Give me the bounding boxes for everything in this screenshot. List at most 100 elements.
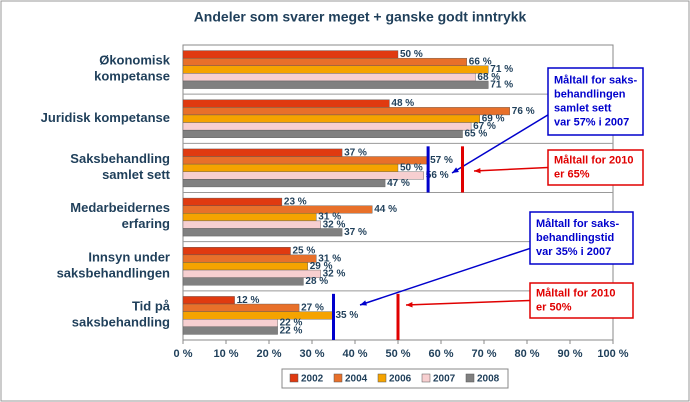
x-tick-label: 100 % — [597, 348, 628, 360]
value-label: 67 % — [473, 121, 496, 132]
bar — [182, 228, 343, 237]
legend-swatch — [333, 373, 343, 383]
annotation-text: Måltall for 2010 er 65% — [554, 154, 633, 180]
value-label: 76 % — [512, 106, 535, 117]
value-label: 25 % — [293, 246, 316, 257]
bar — [182, 65, 489, 74]
value-label: 35 % — [336, 310, 359, 321]
bar — [182, 262, 308, 271]
value-label: 48 % — [391, 98, 414, 109]
annotation-box — [547, 149, 644, 186]
category-label: Tid på saksbehandling — [72, 299, 171, 330]
bar — [182, 50, 399, 59]
value-label: 57 % — [430, 155, 453, 166]
bar — [182, 73, 476, 82]
bar — [182, 197, 283, 206]
value-label: 68 % — [477, 72, 500, 83]
annotation-arrow — [451, 114, 549, 174]
bar — [182, 129, 463, 138]
value-label: 50 % — [400, 49, 423, 60]
annotation-arrow — [473, 166, 549, 172]
bar — [182, 156, 429, 165]
category-label: Medarbeidernes erfaring — [70, 201, 170, 232]
x-tick-label: 40 % — [342, 348, 367, 360]
value-label: 22 % — [280, 325, 303, 336]
annotation-text: Måltall for saks-behandlingen samlet sett… — [554, 74, 637, 128]
x-tick-label: 0 % — [174, 348, 193, 360]
legend-label: 2004 — [345, 374, 368, 385]
annotation-arrow — [359, 247, 531, 306]
value-label: 31 % — [318, 253, 341, 264]
arrow-head — [360, 300, 367, 306]
bar — [182, 99, 390, 108]
bar — [182, 57, 467, 66]
value-label: 69 % — [482, 113, 505, 124]
value-label: 66 % — [469, 57, 492, 68]
category-label: Saksbehandling samlet sett — [70, 151, 170, 182]
chart-title: Andeler som svarer meget + ganske godt i… — [194, 9, 527, 25]
annotation-box — [529, 282, 634, 319]
x-tick-label: 30 % — [299, 348, 324, 360]
x-tick-label: 20 % — [256, 348, 281, 360]
bar — [182, 296, 235, 305]
bar — [182, 213, 317, 222]
value-label: 44 % — [374, 204, 397, 215]
bar — [182, 311, 334, 320]
bar — [182, 319, 278, 328]
bar — [182, 122, 472, 131]
value-label: 23 % — [284, 197, 307, 208]
value-label: 71 % — [490, 64, 513, 75]
value-label: 22 % — [280, 318, 303, 329]
bar — [182, 107, 510, 116]
value-label: 37 % — [344, 227, 367, 238]
legend-label: 2006 — [389, 374, 412, 385]
annotation-box — [547, 67, 644, 136]
bar — [182, 277, 304, 286]
category-label: Juridisk kompetanse — [41, 110, 170, 125]
value-label: 32 % — [323, 219, 346, 230]
bar — [182, 80, 489, 89]
legend-swatch — [421, 373, 431, 383]
value-label: 27 % — [301, 302, 324, 313]
x-tick-label: 60 % — [428, 348, 453, 360]
legend-swatch — [289, 373, 299, 383]
bar — [182, 163, 399, 172]
value-label: 29 % — [310, 261, 333, 272]
value-label: 71 % — [490, 79, 513, 90]
arrow-head — [474, 167, 481, 174]
x-tick-label: 50 % — [385, 348, 410, 360]
x-tick-label: 70 % — [471, 348, 496, 360]
bar — [182, 326, 278, 335]
bar — [182, 254, 317, 263]
value-label: 12 % — [237, 295, 260, 306]
bar — [182, 148, 343, 157]
x-tick-label: 90 % — [557, 348, 582, 360]
legend-swatch — [377, 373, 387, 383]
legend-swatch — [465, 373, 475, 383]
x-tick-label: 10 % — [213, 348, 238, 360]
category-label: Økonomisk kompetanse — [94, 53, 171, 84]
value-label: 65 % — [465, 129, 488, 140]
bar — [182, 220, 321, 229]
category-label: Innsyn under saksbehandlingen — [57, 250, 170, 281]
value-label: 56 % — [426, 170, 449, 181]
value-label: 37 % — [344, 147, 367, 158]
arrow-head — [452, 167, 459, 173]
annotation-arrow — [405, 299, 531, 306]
arrow-head — [406, 302, 413, 308]
value-label: 47 % — [387, 178, 410, 189]
bar — [182, 269, 321, 278]
x-tick-label: 80 % — [514, 348, 539, 360]
legend-label: 2008 — [477, 374, 500, 385]
legend-label: 2007 — [433, 374, 456, 385]
bar — [182, 205, 373, 214]
value-label: 50 % — [400, 163, 423, 174]
bar — [182, 114, 480, 123]
value-label: 28 % — [305, 276, 328, 287]
annotation-box — [529, 211, 634, 265]
annotation-text: Måltall for 2010 er 50% — [536, 287, 615, 313]
bar — [182, 303, 300, 312]
value-label: 31 % — [318, 212, 341, 223]
